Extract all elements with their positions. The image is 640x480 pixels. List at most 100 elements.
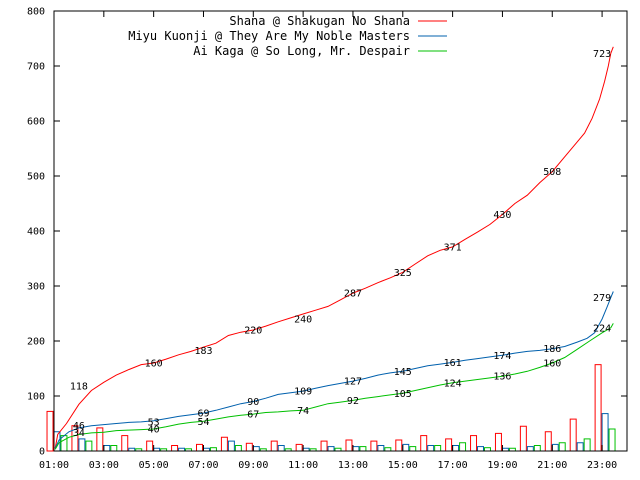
hourly-bar bbox=[270, 440, 278, 452]
data-label: 160 bbox=[145, 359, 163, 370]
data-label: 161 bbox=[444, 358, 462, 369]
hourly-bar bbox=[46, 410, 54, 452]
hourly-bar bbox=[608, 428, 616, 452]
data-label: 136 bbox=[493, 372, 511, 383]
hourly-bar bbox=[352, 446, 360, 452]
data-label: 118 bbox=[70, 382, 88, 393]
series-line bbox=[54, 46, 614, 449]
hourly-bar bbox=[295, 443, 303, 452]
data-label: 90 bbox=[247, 397, 259, 408]
data-label: 105 bbox=[394, 389, 412, 400]
x-tick-label: 09:00 bbox=[238, 460, 268, 471]
y-tick-label: 300 bbox=[27, 282, 45, 293]
hourly-bar bbox=[345, 439, 353, 452]
x-tick-label: 15:00 bbox=[388, 460, 418, 471]
y-tick-label: 0 bbox=[39, 447, 45, 458]
bars-layer bbox=[46, 364, 616, 452]
hourly-bar bbox=[146, 440, 154, 452]
hourly-bar bbox=[220, 436, 228, 452]
legend-label: Shana @ Shakugan No Shana bbox=[229, 14, 410, 28]
y-axis: 0 100 200 300 400 500 600 700 800 bbox=[27, 7, 627, 458]
data-label: 92 bbox=[347, 396, 359, 407]
data-label: 174 bbox=[493, 351, 511, 362]
hourly-bar bbox=[558, 442, 566, 452]
hourly-bar bbox=[533, 445, 541, 452]
hourly-bar bbox=[277, 445, 285, 452]
hourly-bar bbox=[445, 438, 453, 452]
legend-label: Ai Kaga @ So Long, Mr. Despair bbox=[193, 44, 410, 58]
hourly-bar bbox=[110, 445, 118, 452]
hourly-bar bbox=[434, 445, 442, 452]
lines-layer bbox=[54, 46, 614, 450]
x-axis: 01:00 03:00 05:00 07:00 09:00 11:00 13:00 15:00… bbox=[39, 11, 617, 471]
hourly-bar bbox=[96, 427, 104, 452]
data-label: 69 bbox=[197, 409, 209, 420]
x-tick-label: 19:00 bbox=[487, 460, 517, 471]
hourly-bar bbox=[477, 446, 484, 452]
hourly-bar bbox=[583, 438, 591, 452]
hourly-bar bbox=[234, 445, 242, 452]
data-label: 109 bbox=[294, 387, 312, 398]
series-line bbox=[54, 323, 614, 450]
hourly-bar bbox=[377, 445, 385, 452]
x-tick-label: 07:00 bbox=[188, 460, 218, 471]
data-label: 287 bbox=[344, 289, 362, 300]
hourly-bar bbox=[78, 438, 86, 452]
hourly-bar bbox=[227, 440, 235, 452]
hourly-bar bbox=[85, 440, 93, 452]
hourly-bar bbox=[519, 425, 527, 452]
x-tick-label: 21:00 bbox=[537, 460, 567, 471]
y-tick-label: 700 bbox=[27, 62, 45, 73]
y-tick-label: 500 bbox=[27, 172, 45, 183]
hourly-bar bbox=[245, 442, 253, 452]
data-label: 54 bbox=[197, 417, 209, 428]
data-label: 46 bbox=[73, 421, 85, 432]
data-label: 183 bbox=[194, 346, 212, 357]
hourly-bar bbox=[594, 364, 602, 452]
hourly-bar bbox=[402, 443, 410, 452]
x-tick-label: 17:00 bbox=[438, 460, 468, 471]
y-tick-label: 100 bbox=[27, 392, 45, 403]
hourly-bar bbox=[452, 445, 460, 452]
data-label: 371 bbox=[444, 242, 462, 253]
hourly-bar bbox=[551, 443, 559, 452]
hourly-bar bbox=[196, 443, 203, 452]
data-label: 124 bbox=[444, 378, 462, 389]
data-label: 186 bbox=[543, 344, 561, 355]
x-tick-label: 03:00 bbox=[89, 460, 119, 471]
data-label: 279 bbox=[593, 293, 611, 304]
data-label: 723 bbox=[593, 49, 611, 60]
hourly-bar bbox=[569, 418, 577, 452]
hourly-bar bbox=[121, 435, 129, 452]
hourly-bar bbox=[370, 440, 378, 452]
hourly-bar bbox=[171, 445, 179, 452]
data-label: 34 bbox=[73, 428, 85, 439]
data-label: 224 bbox=[593, 323, 611, 334]
data-label: 53 bbox=[148, 417, 160, 428]
y-tick-label: 200 bbox=[27, 337, 45, 348]
hourly-bar bbox=[494, 432, 502, 452]
x-tick-label: 11:00 bbox=[288, 460, 318, 471]
hourly-bar bbox=[420, 435, 428, 452]
data-label: 40 bbox=[148, 425, 160, 436]
x-tick-label: 13:00 bbox=[338, 460, 368, 471]
y-tick-label: 800 bbox=[27, 7, 45, 18]
data-label: 127 bbox=[344, 377, 362, 388]
data-label: 430 bbox=[493, 210, 511, 221]
hourly-bar bbox=[359, 446, 367, 452]
hourly-bar bbox=[103, 445, 111, 452]
point-labels-layer: 118 160 183 220 240 287 325 371 430 508 723 46 53 69 9… bbox=[70, 49, 611, 439]
data-label: 325 bbox=[394, 268, 412, 279]
data-label: 508 bbox=[543, 167, 561, 178]
hourly-bar bbox=[427, 445, 435, 452]
hourly-bar bbox=[320, 440, 328, 452]
data-label: 240 bbox=[294, 315, 312, 326]
hourly-bar bbox=[409, 446, 417, 452]
hourly-bar bbox=[601, 413, 609, 452]
hourly-bar bbox=[327, 446, 335, 452]
legend-label: Miyu Kuonji @ They Are My Noble Masters bbox=[128, 29, 410, 43]
plot-frame bbox=[53, 10, 628, 452]
x-tick-label: 23:00 bbox=[587, 460, 617, 471]
hourly-bar bbox=[470, 435, 478, 452]
